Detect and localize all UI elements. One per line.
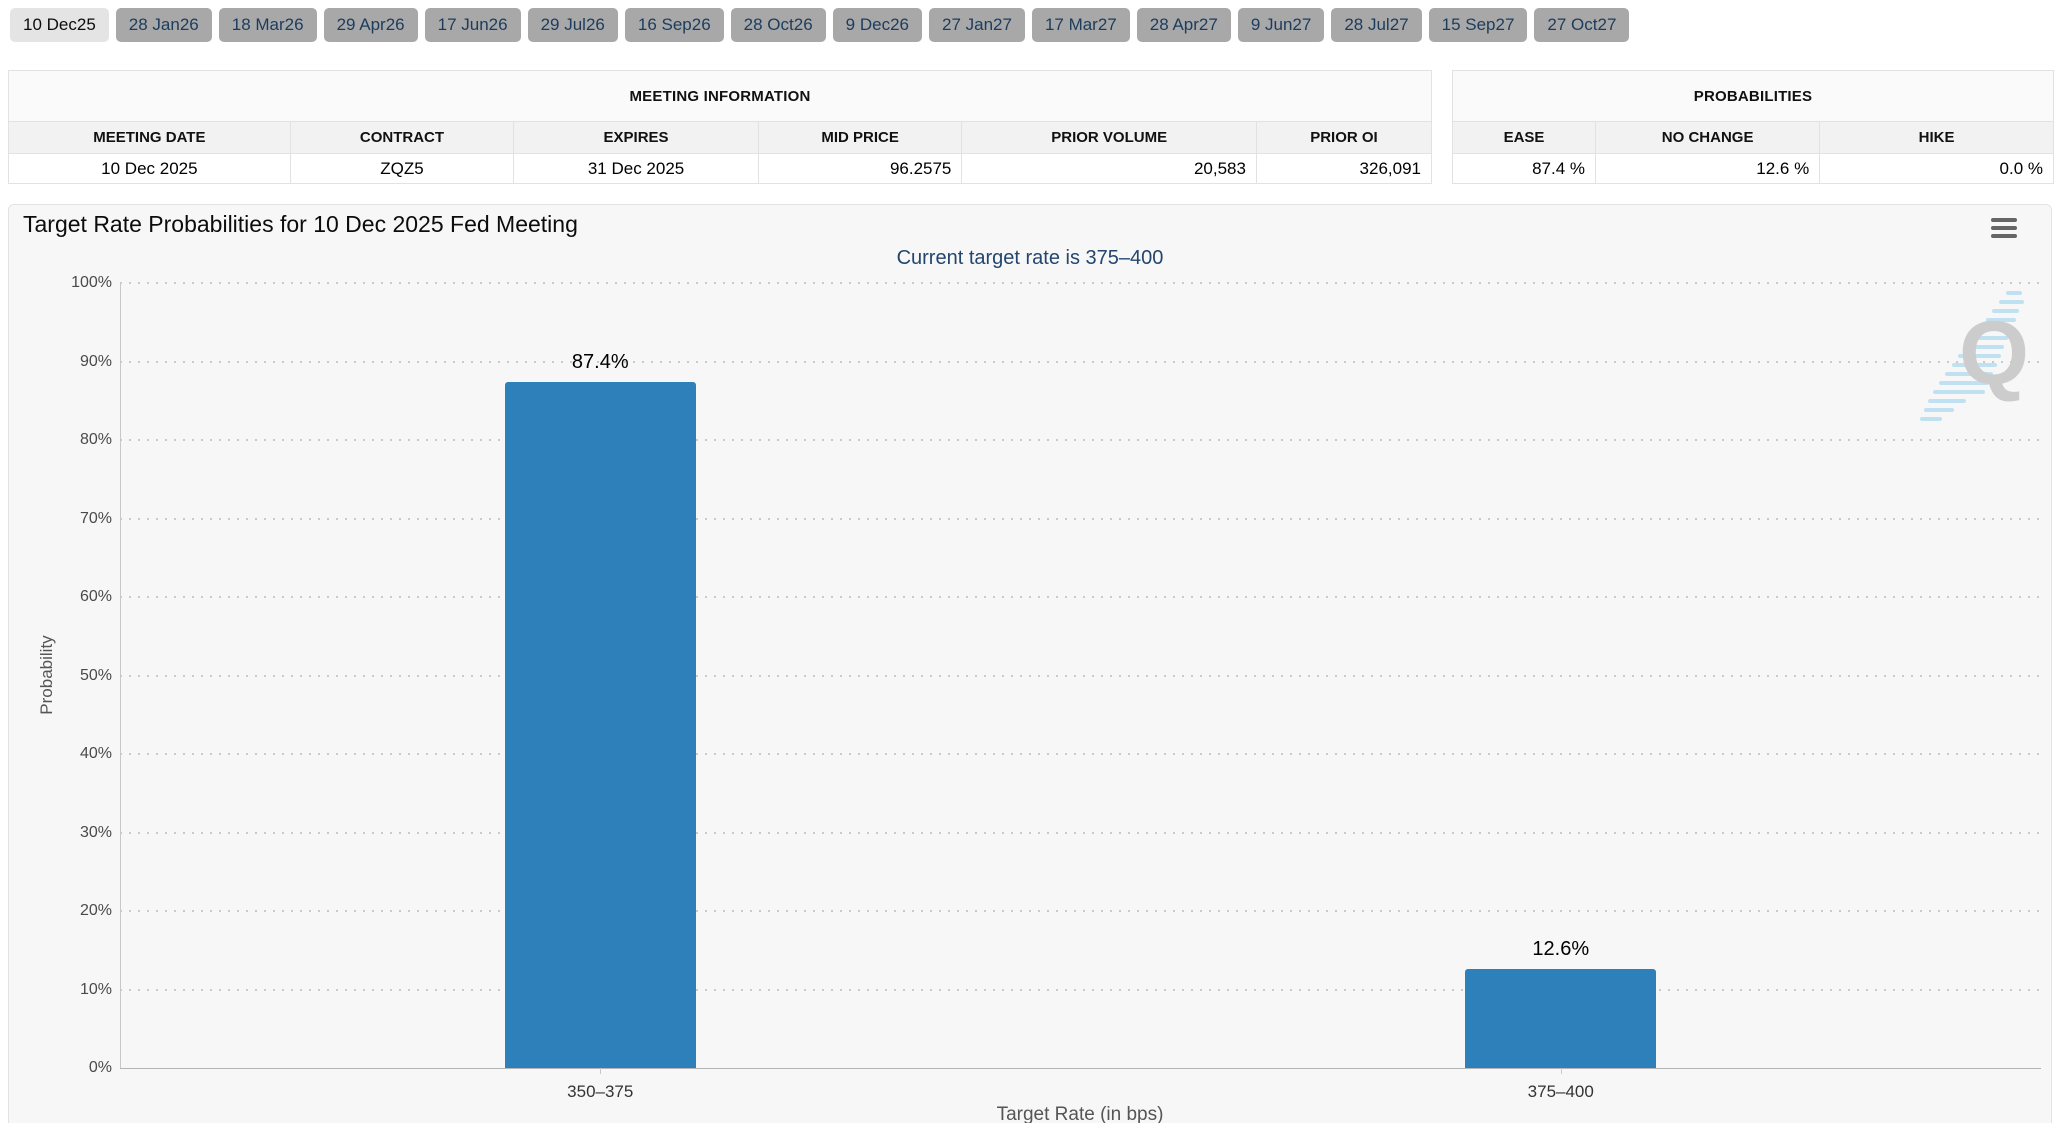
tab-9-jun27[interactable]: 9 Jun27: [1237, 8, 1325, 42]
header-cell: MEETING DATE: [8, 121, 291, 154]
meeting-information-header-row: MEETING DATE CONTRACT EXPIRES MID PRICE PRIO…: [8, 121, 1433, 154]
x-category-label: 350–375: [567, 1082, 634, 1101]
tab-28-apr27[interactable]: 28 Apr27: [1136, 8, 1231, 42]
tab-27-oct27[interactable]: 27 Oct27: [1534, 8, 1630, 42]
value-cell: 31 Dec 2025: [513, 153, 759, 184]
target-rate-probabilities-chart: Target Rate Probabilities for 10 Dec 202…: [8, 204, 2052, 1123]
value-cell: 326,091: [1255, 153, 1433, 184]
probabilities-data-row: 87.4 % 12.6 % 0.0 %: [1451, 153, 2054, 184]
header-cell: PRIOR VOLUME: [961, 121, 1257, 154]
value-cell: 0.0 %: [1819, 153, 2054, 184]
y-tick-label: 80%: [79, 431, 112, 448]
quikstrike-watermark-logo: Q: [1904, 285, 2054, 450]
meeting-information-table: MEETING INFORMATION MEETING DATE CONTRACT…: [8, 70, 1433, 184]
tab-9-dec26[interactable]: 9 Dec26: [832, 8, 922, 42]
chart-subtitle: Current target rate is 375–400: [896, 247, 1164, 269]
x-axis-tick: [600, 1068, 602, 1074]
tab-15-sep27[interactable]: 15 Sep27: [1428, 8, 1528, 42]
tab-28-jul27[interactable]: 28 Jul27: [1331, 8, 1422, 42]
y-tick-label: 100%: [71, 274, 112, 291]
watermark-hatch-lines: [1920, 291, 2024, 421]
value-cell: 12.6 %: [1595, 153, 1821, 184]
gridline: [120, 439, 2041, 441]
chart-menu-icon[interactable]: [1991, 218, 2017, 242]
gridline: [120, 910, 2041, 912]
header-cell: EXPIRES: [513, 121, 759, 154]
meeting-information-data-row: 10 Dec 2025 ZQZ5 31 Dec 2025 96.2575 20,583 3…: [8, 153, 1433, 184]
value-cell: 20,583: [961, 153, 1257, 184]
value-cell: 87.4 %: [1451, 153, 1597, 184]
gridline: [120, 753, 2041, 755]
tab-29-jul26[interactable]: 29 Jul26: [527, 8, 618, 42]
probabilities-header-row: EASE NO CHANGE HIKE: [1451, 121, 2054, 154]
tab-16-sep26[interactable]: 16 Sep26: [624, 8, 724, 42]
meeting-date-tabs: 10 Dec25 28 Jan26 18 Mar26 29 Apr26 17 Jun26…: [0, 0, 2062, 42]
y-tick-label: 30%: [79, 823, 112, 841]
tab-28-jan26[interactable]: 28 Jan26: [115, 8, 212, 42]
y-tick-label: 60%: [79, 588, 112, 605]
tab-29-apr26[interactable]: 29 Apr26: [323, 8, 418, 42]
y-tick-label: 50%: [79, 666, 112, 684]
tab-27-jan27[interactable]: 27 Jan27: [928, 8, 1025, 42]
probabilities-table: PROBABILITIES EASE NO CHANGE HIKE 87.4 % 12…: [1451, 70, 2054, 184]
watermark-q-letter: Q: [1959, 304, 2030, 404]
tab-17-mar27[interactable]: 17 Mar27: [1031, 8, 1130, 42]
header-cell: PRIOR OI: [1255, 121, 1433, 154]
value-cell: 10 Dec 2025: [8, 153, 291, 184]
gridline: [120, 674, 2041, 677]
gridline: [120, 360, 2041, 363]
header-cell: NO CHANGE: [1595, 121, 1821, 154]
info-tables-row: MEETING INFORMATION MEETING DATE CONTRACT…: [8, 70, 2054, 184]
gridline: [120, 988, 2041, 991]
y-tick-label: 20%: [79, 902, 112, 919]
header-cell: MID PRICE: [757, 121, 963, 154]
value-cell: ZQZ5: [289, 153, 515, 184]
gridline: [120, 282, 2041, 284]
gridline: [120, 831, 2041, 834]
probabilities-caption: PROBABILITIES: [1452, 70, 2054, 122]
x-axis-line: [120, 1068, 2041, 1069]
meeting-information-caption: MEETING INFORMATION: [8, 70, 1432, 122]
x-axis-tick: [1560, 1068, 1562, 1074]
tab-18-mar26[interactable]: 18 Mar26: [218, 8, 317, 42]
x-axis-title: Target Rate (in bps): [996, 1104, 1164, 1123]
gridline: [120, 596, 2041, 598]
gridline: [120, 517, 2041, 520]
y-tick-label: 90%: [79, 352, 112, 370]
header-cell: HIKE: [1819, 121, 2054, 154]
probability-bar: [1465, 969, 1657, 1068]
x-category-label: 375–400: [1527, 1082, 1594, 1101]
header-cell: EASE: [1451, 121, 1597, 154]
value-cell: 96.2575: [757, 153, 963, 184]
tab-10-dec25[interactable]: 10 Dec25: [10, 8, 109, 42]
y-tick-label: 10%: [79, 980, 112, 998]
header-cell: CONTRACT: [289, 121, 515, 154]
probability-bar: [504, 381, 696, 1068]
bar-data-label: 12.6%: [1532, 938, 1590, 961]
bar-data-label: 87.4%: [571, 350, 629, 373]
tab-17-jun26[interactable]: 17 Jun26: [424, 8, 521, 42]
y-tick-label: 70%: [79, 509, 112, 527]
y-axis-line: [120, 283, 121, 1068]
chart-title: Target Rate Probabilities for 10 Dec 202…: [23, 211, 578, 237]
y-tick-label: 40%: [79, 745, 112, 762]
tab-28-oct26[interactable]: 28 Oct26: [730, 8, 826, 42]
y-tick-label: 0%: [88, 1059, 112, 1076]
